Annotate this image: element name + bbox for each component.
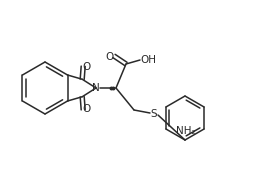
Text: O: O <box>106 52 114 62</box>
Text: S: S <box>151 109 157 119</box>
Text: O: O <box>82 62 90 72</box>
Text: O: O <box>82 104 90 114</box>
Text: OH: OH <box>140 55 156 65</box>
Text: NH₂: NH₂ <box>176 126 196 136</box>
Text: N: N <box>92 83 100 93</box>
